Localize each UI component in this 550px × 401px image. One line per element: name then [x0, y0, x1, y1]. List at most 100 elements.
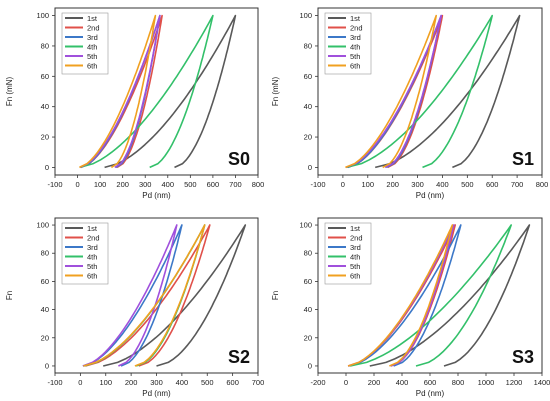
series-line-5th [82, 224, 178, 367]
x-tick-label: 600 [226, 378, 239, 387]
legend-label-3rd: 3rd [350, 33, 361, 42]
legend-label-1st: 1st [87, 224, 98, 233]
x-tick-label: 700 [252, 378, 265, 387]
x-tick-label: -100 [310, 180, 325, 189]
x-tick-label: -100 [47, 378, 62, 387]
legend-box [61, 222, 109, 285]
x-tick-label: 300 [139, 180, 152, 189]
x-tick-label: 100 [362, 180, 375, 189]
x-tick-label: 800 [536, 180, 549, 189]
legend-label-4th: 4th [350, 43, 360, 52]
x-tick-label: 0 [78, 378, 82, 387]
x-tick-label: 0 [75, 180, 79, 189]
series-line-1st [374, 14, 521, 169]
x-axis-label: Pd (nm) [416, 191, 445, 200]
y-tick-label: 100 [36, 11, 49, 20]
series-line-3rd [82, 224, 183, 367]
y-tick-label: 40 [41, 305, 49, 314]
y-tick-label: 20 [41, 133, 49, 142]
y-axis-label: Fn (mN) [5, 77, 14, 107]
y-tick-label: 40 [41, 102, 49, 111]
y-tick-label: 80 [304, 41, 312, 50]
legend-label-6th: 6th [350, 272, 360, 281]
y-tick-label: 20 [41, 333, 49, 342]
legend-label-4th: 4th [87, 43, 97, 52]
legend-box [324, 222, 372, 285]
legend-label-2nd: 2nd [350, 24, 363, 33]
chart-panel-s3: -200 0 200 400 600 800 1000 1200 1400 0 20 40 60 80 10… [271, 217, 550, 398]
x-tick-label: 200 [386, 180, 399, 189]
x-tick-label: 400 [176, 378, 189, 387]
panel-label: S3 [512, 347, 534, 367]
chart-panel-s1: -100 0 100 200 300 400 500 600 700 800 0 20 40 60 80 10… [271, 7, 549, 200]
x-tick-label: 800 [452, 378, 465, 387]
x-tick-label: 1200 [506, 378, 523, 387]
y-tick-label: 60 [41, 72, 49, 81]
x-tick-label: 200 [125, 378, 138, 387]
y-tick-label: 0 [45, 361, 49, 370]
x-tick-label: 200 [368, 378, 381, 387]
legend-label-6th: 6th [350, 62, 360, 71]
legend-label-1st: 1st [87, 14, 98, 23]
x-tick-label: 0 [341, 180, 345, 189]
series-line-3rd [348, 224, 462, 367]
x-tick-label: 400 [162, 180, 175, 189]
x-tick-label: 600 [207, 180, 220, 189]
legend-label-3rd: 3rd [87, 243, 98, 252]
x-tick-label: -100 [47, 180, 62, 189]
y-tick-label: 40 [304, 305, 312, 314]
series-line-6th [345, 14, 437, 169]
x-tick-label: 700 [229, 180, 242, 189]
series-line-1st [103, 224, 247, 367]
x-tick-label: 600 [486, 180, 499, 189]
x-tick-label: 200 [116, 180, 129, 189]
series-line-6th [79, 14, 157, 169]
legend-box [324, 12, 372, 75]
y-tick-label: 80 [41, 41, 49, 50]
x-tick-label: 600 [424, 378, 437, 387]
legend-label-2nd: 2nd [350, 234, 363, 243]
y-tick-label: 80 [304, 249, 312, 258]
y-tick-label: 60 [304, 277, 312, 286]
x-tick-label: 100 [99, 378, 112, 387]
x-tick-label: 300 [150, 378, 163, 387]
series-line-6th [83, 224, 206, 367]
y-axis-label: Fn (mN) [271, 77, 280, 107]
y-axis-label: Fn [5, 291, 14, 300]
x-tick-label: 1000 [478, 378, 495, 387]
legend-label-5th: 5th [87, 262, 97, 271]
series-line-5th [345, 14, 442, 169]
legend-label-6th: 6th [87, 272, 97, 281]
legend-label-1st: 1st [350, 224, 361, 233]
y-tick-label: 0 [308, 361, 312, 370]
x-tick-label: 1400 [534, 378, 550, 387]
y-tick-label: 100 [299, 221, 312, 230]
legend-label-5th: 5th [350, 262, 360, 271]
x-tick-label: 700 [511, 180, 524, 189]
x-tick-label: 500 [184, 180, 197, 189]
series-line-2nd [85, 224, 211, 367]
x-tick-label: -200 [310, 378, 325, 387]
x-axis-label: Pd (nm) [416, 389, 445, 398]
x-tick-label: 800 [252, 180, 265, 189]
x-axis-label: Pd (nm) [142, 191, 171, 200]
x-tick-label: 400 [436, 180, 449, 189]
legend-label-3rd: 3rd [87, 33, 98, 42]
y-tick-label: 60 [41, 277, 49, 286]
legend-label-4th: 4th [87, 253, 97, 262]
series-line-1st [104, 14, 237, 169]
legend-label-1st: 1st [350, 14, 361, 23]
legend-label-2nd: 2nd [87, 234, 100, 243]
panel-label: S0 [228, 149, 250, 169]
series-line-4th [79, 14, 214, 169]
y-tick-label: 0 [45, 163, 49, 172]
series-line-6th [347, 224, 454, 367]
x-tick-label: 0 [344, 378, 348, 387]
x-tick-label: 500 [201, 378, 214, 387]
y-tick-label: 60 [304, 72, 312, 81]
y-tick-label: 20 [304, 133, 312, 142]
y-tick-label: 100 [36, 221, 49, 230]
x-tick-label: 300 [411, 180, 424, 189]
x-tick-label: 100 [94, 180, 107, 189]
